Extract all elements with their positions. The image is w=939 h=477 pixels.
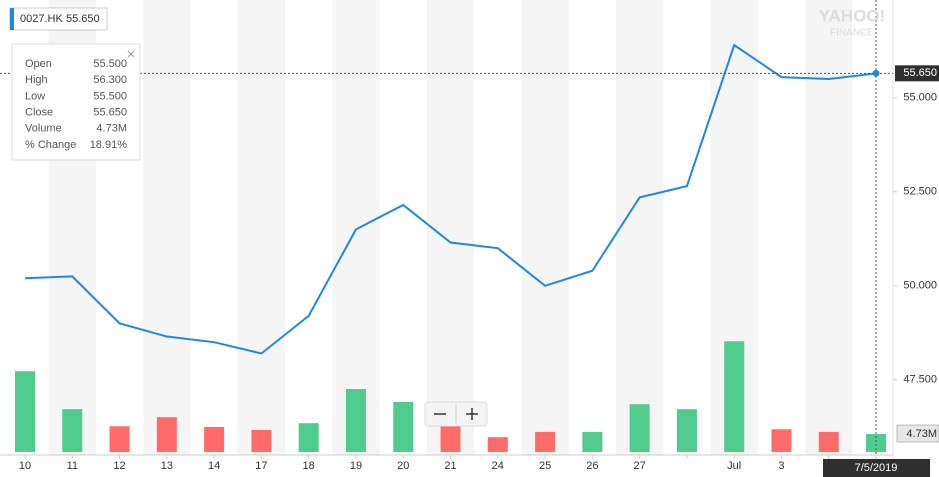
x-tick-label: 11 — [67, 460, 78, 472]
stripe — [143, 0, 191, 455]
x-tick-label: 19 — [350, 460, 362, 472]
price-label-box — [895, 65, 939, 82]
tooltip-value: 55.650 — [93, 107, 127, 119]
tooltip-value: 18.91% — [90, 139, 128, 151]
tooltip-frame — [11, 43, 141, 161]
volume-bar — [487, 437, 508, 452]
ticker-box: 0027.HK 55.650 — [9, 7, 108, 31]
stripe — [332, 0, 380, 455]
volume-bar — [818, 431, 839, 452]
x-tick-label: 13 — [161, 460, 173, 472]
volume-bar — [771, 429, 792, 452]
watermark-product: FINANCE — [830, 28, 874, 39]
x-tick-label: 14 — [208, 460, 220, 472]
watermark-brand: YAHOO! — [819, 6, 885, 25]
price-line — [24, 43, 877, 355]
tooltip-close[interactable] — [127, 50, 135, 58]
stripe — [426, 0, 475, 455]
volume-bar — [15, 371, 35, 452]
x-tick-label: 10 — [19, 460, 31, 472]
x-tick-label: 25 — [539, 460, 551, 472]
x-tick-label: 21 — [444, 460, 456, 472]
tooltip-label: High — [25, 74, 48, 86]
tooltip: Open 55.500 High 56.300 Low 55.500 Close 55.650… — [11, 43, 141, 161]
ticker-swatch — [10, 8, 14, 30]
volume-bar — [345, 389, 366, 452]
volume-bar — [535, 431, 556, 452]
volume-label: 4.73M — [906, 428, 937, 440]
volume-bar — [582, 431, 603, 452]
volume-bar — [629, 404, 650, 452]
ticker-symbol: 0027.HK — [20, 13, 63, 25]
date-label-box — [823, 459, 930, 477]
x-tick-label: 24 — [492, 460, 504, 472]
zoom-in[interactable] — [466, 408, 478, 420]
zoom-control — [424, 401, 488, 427]
stripe — [521, 0, 569, 455]
tooltip-value: 56.300 — [93, 74, 127, 86]
stripe — [237, 0, 286, 455]
volume-bar — [676, 409, 697, 452]
tooltip-label: Volume — [25, 123, 62, 135]
last-point — [872, 69, 880, 77]
volume-bar — [724, 341, 745, 452]
volume-bar — [298, 423, 319, 452]
price-label: 55.650 — [903, 67, 937, 79]
date-label: 7/5/2019 — [855, 462, 898, 474]
volume-bar — [109, 426, 130, 452]
y-tick-label: 55.000 — [903, 92, 937, 104]
tooltip-value: 55.500 — [93, 58, 127, 70]
volume-bar — [866, 434, 887, 452]
y-tick-label: 52.500 — [903, 186, 937, 198]
volume-bar — [251, 430, 272, 452]
volume-bar — [62, 409, 83, 452]
y-tick-label: 50.000 — [903, 280, 937, 292]
tooltip-label: Low — [25, 90, 45, 102]
tooltip-value: 55.500 — [93, 90, 127, 102]
x-tick-label: 3 — [778, 460, 784, 472]
x-tick-label: 12 — [113, 460, 125, 472]
stripe — [616, 0, 664, 455]
x-tick-label: 26 — [586, 460, 598, 472]
tooltip-label: Close — [25, 107, 53, 119]
x-tick-label: 27 — [634, 460, 646, 472]
ticker-price: 55.650 — [66, 13, 100, 25]
volume-bar — [204, 426, 225, 452]
tooltip-label: % Change — [25, 139, 76, 151]
volume-bar — [393, 401, 414, 452]
x-tick-label: 20 — [397, 460, 409, 472]
x-tick-label: 17 — [255, 460, 267, 472]
volume-bar — [440, 425, 461, 452]
tooltip-value: 4.73M — [96, 123, 127, 135]
x-tick-label: Jul — [727, 460, 741, 472]
volume-label-box — [896, 424, 939, 443]
stripe — [805, 0, 853, 455]
tooltip-label: Open — [25, 58, 52, 70]
x-tick-label: 18 — [303, 460, 315, 472]
volume-bar — [156, 417, 177, 452]
y-tick-label: 47.500 — [903, 374, 937, 386]
